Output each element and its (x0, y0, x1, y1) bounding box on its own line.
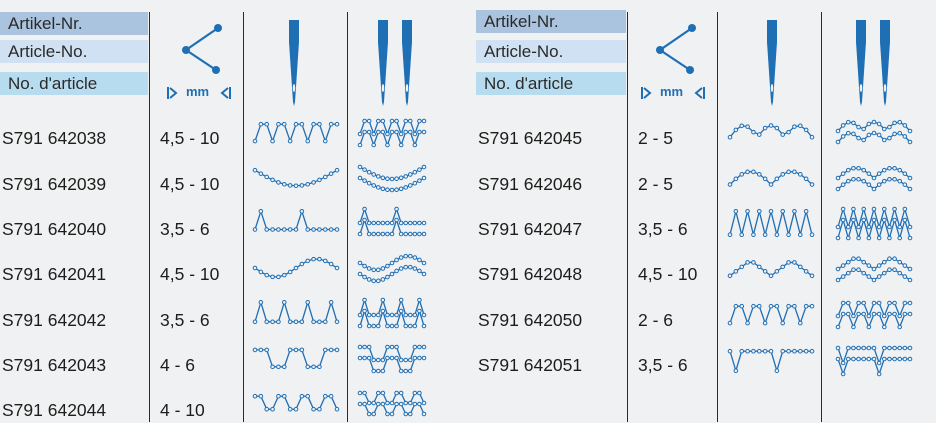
stitch-pattern-twin (835, 256, 913, 283)
stitch-pattern-single (727, 260, 815, 279)
header-article-fr: No. d'article (0, 72, 148, 95)
stitch-width-value: 4 - 10 (160, 400, 205, 420)
stitch-pattern-single (727, 303, 815, 326)
article-number: S791 642044 (2, 400, 107, 420)
article-number: S791 642046 (478, 174, 583, 194)
stitch-width-value: 3,5 - 6 (160, 310, 210, 330)
mm-label: mm (660, 84, 684, 99)
stitch-pattern-twin (357, 390, 427, 417)
article-number: S791 642051 (478, 355, 583, 375)
article-number: S791 642038 (2, 128, 107, 148)
stitch-pattern-single (252, 300, 340, 325)
stitch-width-value: 2 - 6 (638, 310, 674, 330)
stitch-width-value: 2 - 5 (638, 128, 674, 148)
stitch-pattern-twin (357, 206, 427, 237)
column-divider (149, 12, 150, 422)
stitch-width-icon (656, 24, 696, 74)
twin-needle-icon (378, 20, 412, 106)
column-divider (821, 12, 822, 422)
stitch-pattern-single (252, 347, 340, 370)
single-needle-icon (767, 20, 777, 106)
header-article-de: Artikel-Nr. (0, 12, 148, 35)
stitch-width-value: 4,5 - 10 (638, 264, 698, 284)
stitch-pattern-twin (357, 297, 427, 329)
stitch-width-value: 2 - 5 (638, 174, 674, 194)
stitch-pattern-single (252, 167, 340, 189)
stitch-width-value: 3,5 - 6 (160, 219, 210, 239)
mm-arrows-icon (641, 87, 705, 99)
header-article-en: Article-No. (0, 40, 148, 63)
stitch-pattern-twin (835, 300, 913, 330)
column-divider (627, 12, 628, 422)
stitch-pattern-twin (357, 118, 427, 148)
stitch-pattern-single (252, 256, 340, 280)
stitch-pattern-twin (357, 253, 427, 284)
stitch-pattern-single (252, 121, 340, 144)
article-number: S791 642040 (2, 219, 107, 239)
twin-needle-icon (856, 20, 890, 106)
article-number: S791 642050 (478, 310, 583, 330)
mm-arrows-icon (167, 87, 231, 99)
stitch-pattern-twin (357, 344, 427, 374)
single-needle-icon (289, 20, 299, 106)
stitch-pattern-single (252, 209, 340, 232)
article-number: S791 642042 (2, 310, 107, 330)
stitch-pattern-twin (835, 119, 913, 145)
article-number: S791 642048 (478, 264, 583, 284)
mm-label: mm (186, 84, 210, 99)
stitch-width-value: 3,5 - 6 (638, 219, 688, 239)
stitch-width-value: 3,5 - 6 (638, 355, 688, 375)
stitch-pattern-twin (835, 165, 913, 192)
column-divider (347, 12, 348, 422)
stitch-pattern-single (727, 348, 815, 374)
stitch-width-value: 4,5 - 10 (160, 264, 220, 284)
stitch-width-icon (182, 24, 222, 74)
article-number: S791 642039 (2, 174, 107, 194)
stitch-pattern-single (727, 209, 815, 237)
stitch-pattern-single (727, 169, 815, 187)
column-divider (243, 12, 244, 422)
column-divider (717, 12, 718, 422)
stitch-width-value: 4,5 - 10 (160, 174, 220, 194)
header-article-de: Artikel-Nr. (476, 10, 626, 33)
stitch-pattern-twin (835, 345, 913, 377)
article-number: S791 642043 (2, 355, 107, 375)
stitch-width-value: 4 - 6 (160, 355, 196, 375)
stitch-pattern-twin (357, 164, 427, 193)
stitch-width-value: 4,5 - 10 (160, 128, 220, 148)
stitch-pattern-single (727, 123, 815, 140)
article-number: S791 642045 (478, 128, 583, 148)
stitch-pattern-twin (835, 206, 913, 241)
article-number: S791 642041 (2, 264, 107, 284)
header-article-fr: No. d'article (476, 72, 626, 95)
stitch-pattern-single (252, 393, 340, 412)
header-article-en: Article-No. (476, 40, 626, 63)
article-number: S791 642047 (478, 219, 583, 239)
